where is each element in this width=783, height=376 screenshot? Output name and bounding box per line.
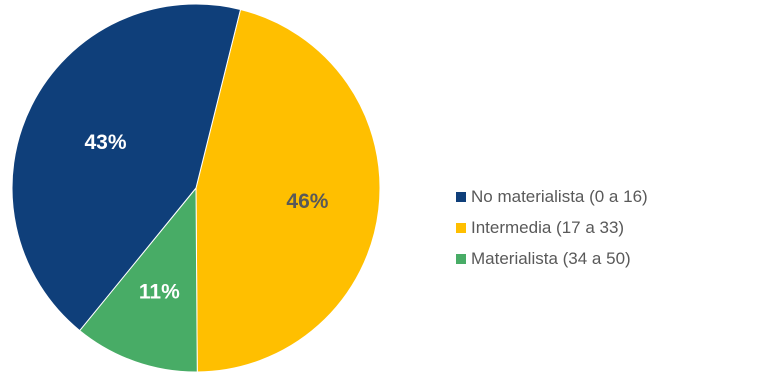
legend-label-no-materialista: No materialista (0 a 16) bbox=[471, 187, 648, 206]
legend-label-intermedia: Intermedia (17 a 33) bbox=[471, 218, 625, 237]
data-label-materialista: 11% bbox=[139, 281, 180, 304]
legend-swatch-intermedia bbox=[456, 223, 466, 233]
slice-no-materialista bbox=[11, 3, 242, 332]
pie-plot-area: 46% 11% 43% bbox=[11, 3, 381, 373]
data-label-intermedia: 46% bbox=[286, 190, 328, 213]
legend-item-intermedia: Intermedia (17 a 33) bbox=[456, 217, 648, 239]
slice-materialista bbox=[79, 186, 198, 373]
legend: No materialista (0 a 16) Intermedia (17 … bbox=[456, 186, 648, 270]
legend-item-materialista: Materialista (34 a 50) bbox=[456, 248, 648, 270]
legend-item-no-materialista: No materialista (0 a 16) bbox=[456, 186, 648, 208]
data-label-no-materialista: 43% bbox=[84, 131, 126, 154]
slice-intermedia bbox=[195, 8, 381, 373]
legend-label-materialista: Materialista (34 a 50) bbox=[471, 249, 631, 268]
legend-swatch-no-materialista bbox=[456, 192, 466, 202]
legend-swatch-materialista bbox=[456, 254, 466, 264]
